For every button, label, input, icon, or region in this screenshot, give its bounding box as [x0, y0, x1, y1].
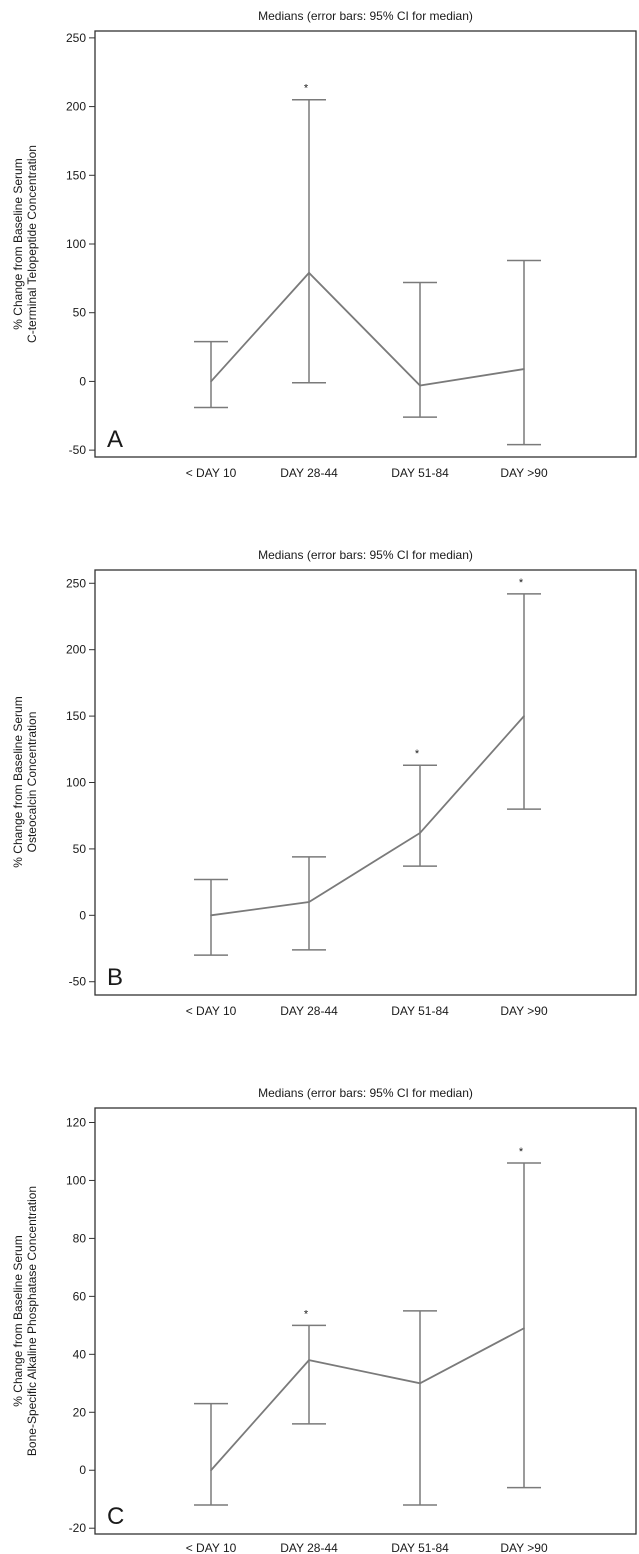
y-tick-label: 150 [66, 168, 86, 182]
x-tick-label: DAY 28-44 [280, 466, 338, 480]
chart-panel-c: Medians (error bars: 95% CI for median) -… [11, 1086, 637, 1554]
median-point [523, 1327, 525, 1330]
panel-label: C [107, 1503, 124, 1530]
y-tick-label: -50 [69, 443, 87, 457]
y-tick-label: 20 [73, 1405, 87, 1419]
y-axis-label: % Change from Baseline SerumC-terminal T… [11, 145, 39, 343]
x-tick-label: DAY >90 [500, 1004, 548, 1018]
median-point [210, 914, 212, 917]
median-point [419, 384, 421, 387]
y-tick-label: 80 [73, 1231, 87, 1245]
median-point [308, 901, 310, 903]
plot-frame [94, 30, 637, 458]
median-point [210, 1469, 212, 1472]
significance-marker: * [415, 748, 420, 760]
chart-title: Medians (error bars: 95% CI for median) [258, 548, 473, 562]
y-axis-label-line: Bone-Specific Alkaline Phosphatase Conce… [25, 1186, 39, 1456]
median-point [210, 380, 212, 383]
median-line [210, 715, 525, 917]
x-tick-label: DAY 28-44 [280, 1541, 338, 1554]
panel-label: A [107, 426, 123, 453]
y-axis-label: % Change from Baseline SerumBone-Specifi… [11, 1186, 39, 1456]
median-line [210, 271, 525, 387]
significance-marker: * [519, 1146, 524, 1158]
x-tick-label: DAY >90 [500, 466, 548, 480]
median-point [523, 368, 525, 370]
x-tick-label: < DAY 10 [186, 1541, 237, 1554]
median-point [308, 272, 310, 274]
significance-marker: * [304, 1308, 309, 1320]
y-tick-label: 0 [79, 374, 86, 388]
significance-marker: * [519, 577, 524, 589]
y-tick-label: 200 [66, 100, 86, 114]
y-tick-label: 200 [66, 643, 86, 657]
y-tick-label: 100 [66, 1173, 86, 1187]
median-point [419, 1382, 421, 1385]
y-tick-label: -50 [69, 975, 87, 989]
plot-frame [94, 569, 637, 996]
y-axis-label-line: % Change from Baseline Serum [11, 158, 25, 329]
y-tick-label: 250 [66, 31, 86, 45]
y-tick-label: 100 [66, 776, 86, 790]
chart-panel-a: Medians (error bars: 95% CI for median) -… [11, 9, 637, 480]
x-tick-label: DAY 28-44 [280, 1004, 338, 1018]
y-axis-label-line: Osteocalcin Concentration [25, 712, 39, 853]
x-tick-label: < DAY 10 [186, 1004, 237, 1018]
chart-panel-b: Medians (error bars: 95% CI for median) -… [11, 548, 637, 1018]
x-tick-label: DAY 51-84 [391, 1541, 449, 1554]
plot-frame [94, 1107, 637, 1535]
median-point [419, 832, 421, 834]
y-axis-label-line: % Change from Baseline Serum [11, 1235, 25, 1406]
median-point [523, 715, 525, 717]
x-tick-label: < DAY 10 [186, 466, 237, 480]
y-tick-label: 60 [73, 1289, 87, 1303]
x-tick-label: DAY 51-84 [391, 466, 449, 480]
median-point [308, 1359, 310, 1361]
y-axis-label: % Change from Baseline SerumOsteocalcin … [11, 696, 39, 867]
y-tick-label: 150 [66, 709, 86, 723]
y-axis-label-line: % Change from Baseline Serum [11, 696, 25, 867]
y-tick-label: 100 [66, 237, 86, 251]
y-tick-label: 0 [79, 908, 86, 922]
y-tick-label: 50 [73, 306, 87, 320]
y-tick-label: 250 [66, 576, 86, 590]
y-tick-label: 120 [66, 1115, 86, 1129]
y-tick-label: -20 [69, 1521, 87, 1535]
y-tick-label: 40 [73, 1347, 87, 1361]
panel-label: B [107, 964, 123, 991]
chart-title: Medians (error bars: 95% CI for median) [258, 1086, 473, 1100]
significance-marker: * [304, 83, 309, 95]
y-tick-label: 0 [79, 1463, 86, 1477]
y-axis-label-line: C-terminal Telopeptide Concentration [25, 145, 39, 343]
y-tick-label: 50 [73, 842, 87, 856]
median-line [210, 1327, 525, 1471]
x-tick-label: DAY >90 [500, 1541, 548, 1554]
chart-title: Medians (error bars: 95% CI for median) [258, 9, 473, 23]
x-tick-label: DAY 51-84 [391, 1004, 449, 1018]
